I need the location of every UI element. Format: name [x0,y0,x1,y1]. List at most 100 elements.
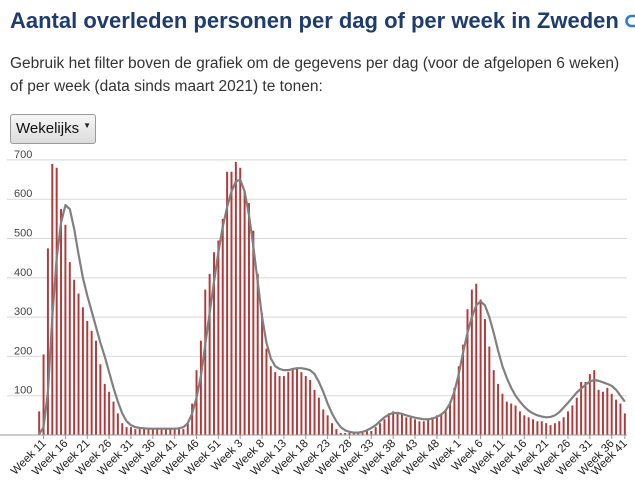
bar[interactable] [396,413,399,435]
bar[interactable] [199,340,202,435]
bar[interactable] [549,425,552,435]
bar[interactable] [479,299,482,435]
bar[interactable] [497,383,500,435]
bar[interactable] [221,218,224,435]
bar[interactable] [610,393,613,435]
bar[interactable] [304,376,307,435]
bar[interactable] [42,354,45,435]
bar[interactable] [449,401,451,435]
bar[interactable] [282,376,285,435]
period-filter-select[interactable]: Wekelijks ▼ [10,114,96,144]
bar[interactable] [352,433,355,435]
bar[interactable] [278,376,281,435]
bar[interactable] [213,252,215,435]
bar[interactable] [60,209,63,435]
bar[interactable] [492,370,495,435]
bar[interactable] [265,348,268,435]
bar[interactable] [536,421,539,435]
bar[interactable] [46,248,49,435]
bar[interactable] [51,163,54,436]
bar[interactable] [269,366,272,435]
bar[interactable] [470,289,473,435]
bar[interactable] [261,313,264,435]
bar[interactable] [247,203,250,435]
bar[interactable] [138,429,141,435]
bar[interactable] [418,421,421,435]
bar[interactable] [606,387,609,435]
bar[interactable] [186,423,189,435]
bar[interactable] [505,401,508,435]
bar[interactable] [335,429,338,435]
bar[interactable] [129,427,132,435]
bar[interactable] [95,340,97,435]
bar[interactable] [296,368,299,435]
bar[interactable] [348,433,351,435]
bar[interactable] [252,230,255,435]
bar[interactable] [108,391,111,435]
bar[interactable] [453,387,456,435]
bar[interactable] [514,405,517,435]
bar[interactable] [593,370,596,435]
bar[interactable] [309,379,312,435]
bar[interactable] [588,374,591,435]
bar[interactable] [553,423,556,435]
bar[interactable] [532,419,535,435]
bar[interactable] [466,309,469,435]
bar[interactable] [344,433,347,435]
bar[interactable] [567,411,569,435]
bar[interactable] [427,419,430,435]
bar[interactable] [300,372,303,435]
bar[interactable] [164,429,167,435]
bar[interactable] [256,273,259,435]
bar[interactable] [160,429,163,435]
bar[interactable] [422,421,425,435]
bar[interactable] [81,307,84,435]
bar[interactable] [151,429,154,435]
bar[interactable] [226,171,229,435]
bar[interactable] [414,419,417,435]
bar[interactable] [562,417,565,435]
bar[interactable] [208,273,211,435]
bar[interactable] [234,161,237,435]
bar[interactable] [383,419,386,435]
bar[interactable] [125,427,128,435]
bar[interactable] [156,429,159,435]
bar[interactable] [623,413,626,435]
bar[interactable] [182,429,185,435]
bar[interactable] [392,411,395,435]
bar[interactable] [73,279,76,435]
bar[interactable] [112,401,115,435]
bar[interactable] [121,423,124,435]
bar[interactable] [370,431,373,435]
bar[interactable] [619,403,622,435]
bar[interactable] [379,423,382,435]
bar[interactable] [440,413,443,435]
bar[interactable] [518,411,521,435]
bar[interactable] [326,415,329,435]
bar[interactable] [217,240,220,435]
bar[interactable] [387,413,390,435]
bar[interactable] [291,368,294,435]
bar[interactable] [99,364,102,435]
bar[interactable] [457,366,460,435]
bar[interactable] [597,389,600,435]
bar[interactable] [55,167,58,435]
bar[interactable] [103,383,106,435]
bar[interactable] [191,403,194,435]
bar[interactable] [178,429,181,435]
bar[interactable] [204,289,207,435]
bar[interactable] [374,427,377,435]
bar[interactable] [86,321,89,435]
bar[interactable] [173,429,176,435]
bar[interactable] [558,421,561,435]
bar[interactable] [357,433,360,435]
bar[interactable] [400,413,403,435]
bar[interactable] [116,413,119,435]
bar[interactable] [527,417,530,435]
bar[interactable] [317,397,320,435]
bar[interactable] [523,415,526,435]
bar[interactable] [575,397,578,435]
bar[interactable] [134,429,137,435]
bar[interactable] [331,423,333,435]
bar[interactable] [431,417,434,435]
